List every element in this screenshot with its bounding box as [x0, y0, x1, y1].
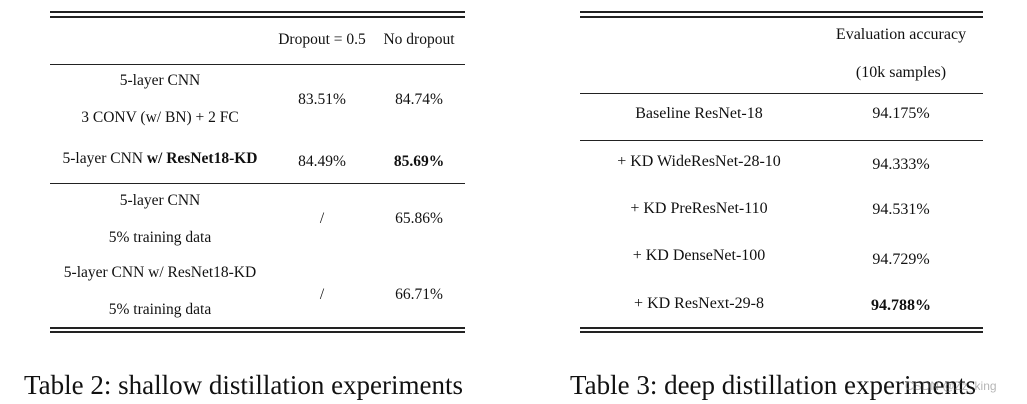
table3-row4-label: + KD DenseNet-100	[632, 247, 766, 264]
table2-caption: Table 2: shallow distillation experiment…	[24, 370, 464, 400]
table2-row4-no-dropout: 66.71%	[395, 286, 443, 303]
table3-row5-value-bold: 94.788%	[871, 297, 931, 314]
table2-row1-dropout: 83.51%	[298, 91, 346, 108]
table2-row1-label-line1: 5-layer CNN	[119, 72, 201, 89]
watermark: CSDN @Zz_king	[905, 379, 997, 393]
table2-row3-dropout: /	[319, 210, 325, 227]
table2-top-rule-1	[50, 11, 465, 13]
table2-row2-dropout: 84.49%	[298, 153, 346, 170]
table3-header-rule	[580, 93, 983, 94]
table2-row4-label-line1: 5-layer CNN w/ ResNet18-KD	[63, 264, 257, 281]
table3-row2-value: 94.333%	[872, 156, 930, 173]
table2-row2-no-dropout: 85.69%	[378, 154, 460, 170]
table3-row3-value: 94.531%	[872, 201, 930, 218]
table2-row2-label: 5-layer CNN w/ ResNet18-KD	[50, 151, 270, 167]
table3-row2-label: + KD WideResNet-28-10	[617, 153, 781, 170]
table2-row3-label-line1: 5-layer CNN	[119, 192, 201, 209]
table3-top-rule-2	[580, 16, 983, 18]
table2-header-no-dropout: No dropout	[383, 31, 455, 48]
table2-bottom-rule-1	[50, 327, 465, 329]
table2-row2-label-bold: w/ ResNet18-KD	[146, 150, 258, 167]
table2-row4-label-line2: 5% training data	[108, 301, 212, 318]
table2-row4-dropout: /	[319, 286, 325, 303]
table2-header-rule	[50, 64, 465, 65]
table2-header-dropout: Dropout = 0.5	[278, 31, 366, 48]
table3-row1-value: 94.175%	[872, 105, 930, 122]
table3-row5-value: 94.788%	[818, 298, 984, 314]
table2-row1-no-dropout: 84.74%	[395, 91, 443, 108]
table3-row3-label: + KD PreResNet-110	[630, 200, 768, 217]
table2-row3-no-dropout: 65.86%	[395, 210, 443, 227]
table3-row4-value: 94.729%	[872, 251, 930, 268]
table3-caption: Table 3: deep distillation experiments	[570, 370, 977, 400]
table2-top-rule-2	[50, 16, 465, 18]
table3-mid-rule	[580, 140, 983, 141]
table3-row1-label: Baseline ResNet-18	[635, 105, 763, 122]
table3-bottom-rule-1	[580, 327, 983, 329]
table2-row3-label-line2: 5% training data	[108, 229, 212, 246]
table3-bottom-rule-2	[580, 331, 983, 333]
table3-top-rule-1	[580, 11, 983, 13]
table2-row2-no-dropout-bold: 85.69%	[393, 153, 445, 170]
table3-row5-label: + KD ResNext-29-8	[634, 295, 764, 312]
table2-row2-label-plain: 5-layer CNN	[62, 150, 147, 167]
table3-header-line1: Evaluation accuracy	[835, 26, 967, 43]
table2-mid-rule	[50, 183, 465, 184]
table3-header-line2: (10k samples)	[855, 64, 947, 81]
table2-bottom-rule-2	[50, 331, 465, 333]
table2-row1-label-line2: 3 CONV (w/ BN) + 2 FC	[81, 109, 239, 126]
